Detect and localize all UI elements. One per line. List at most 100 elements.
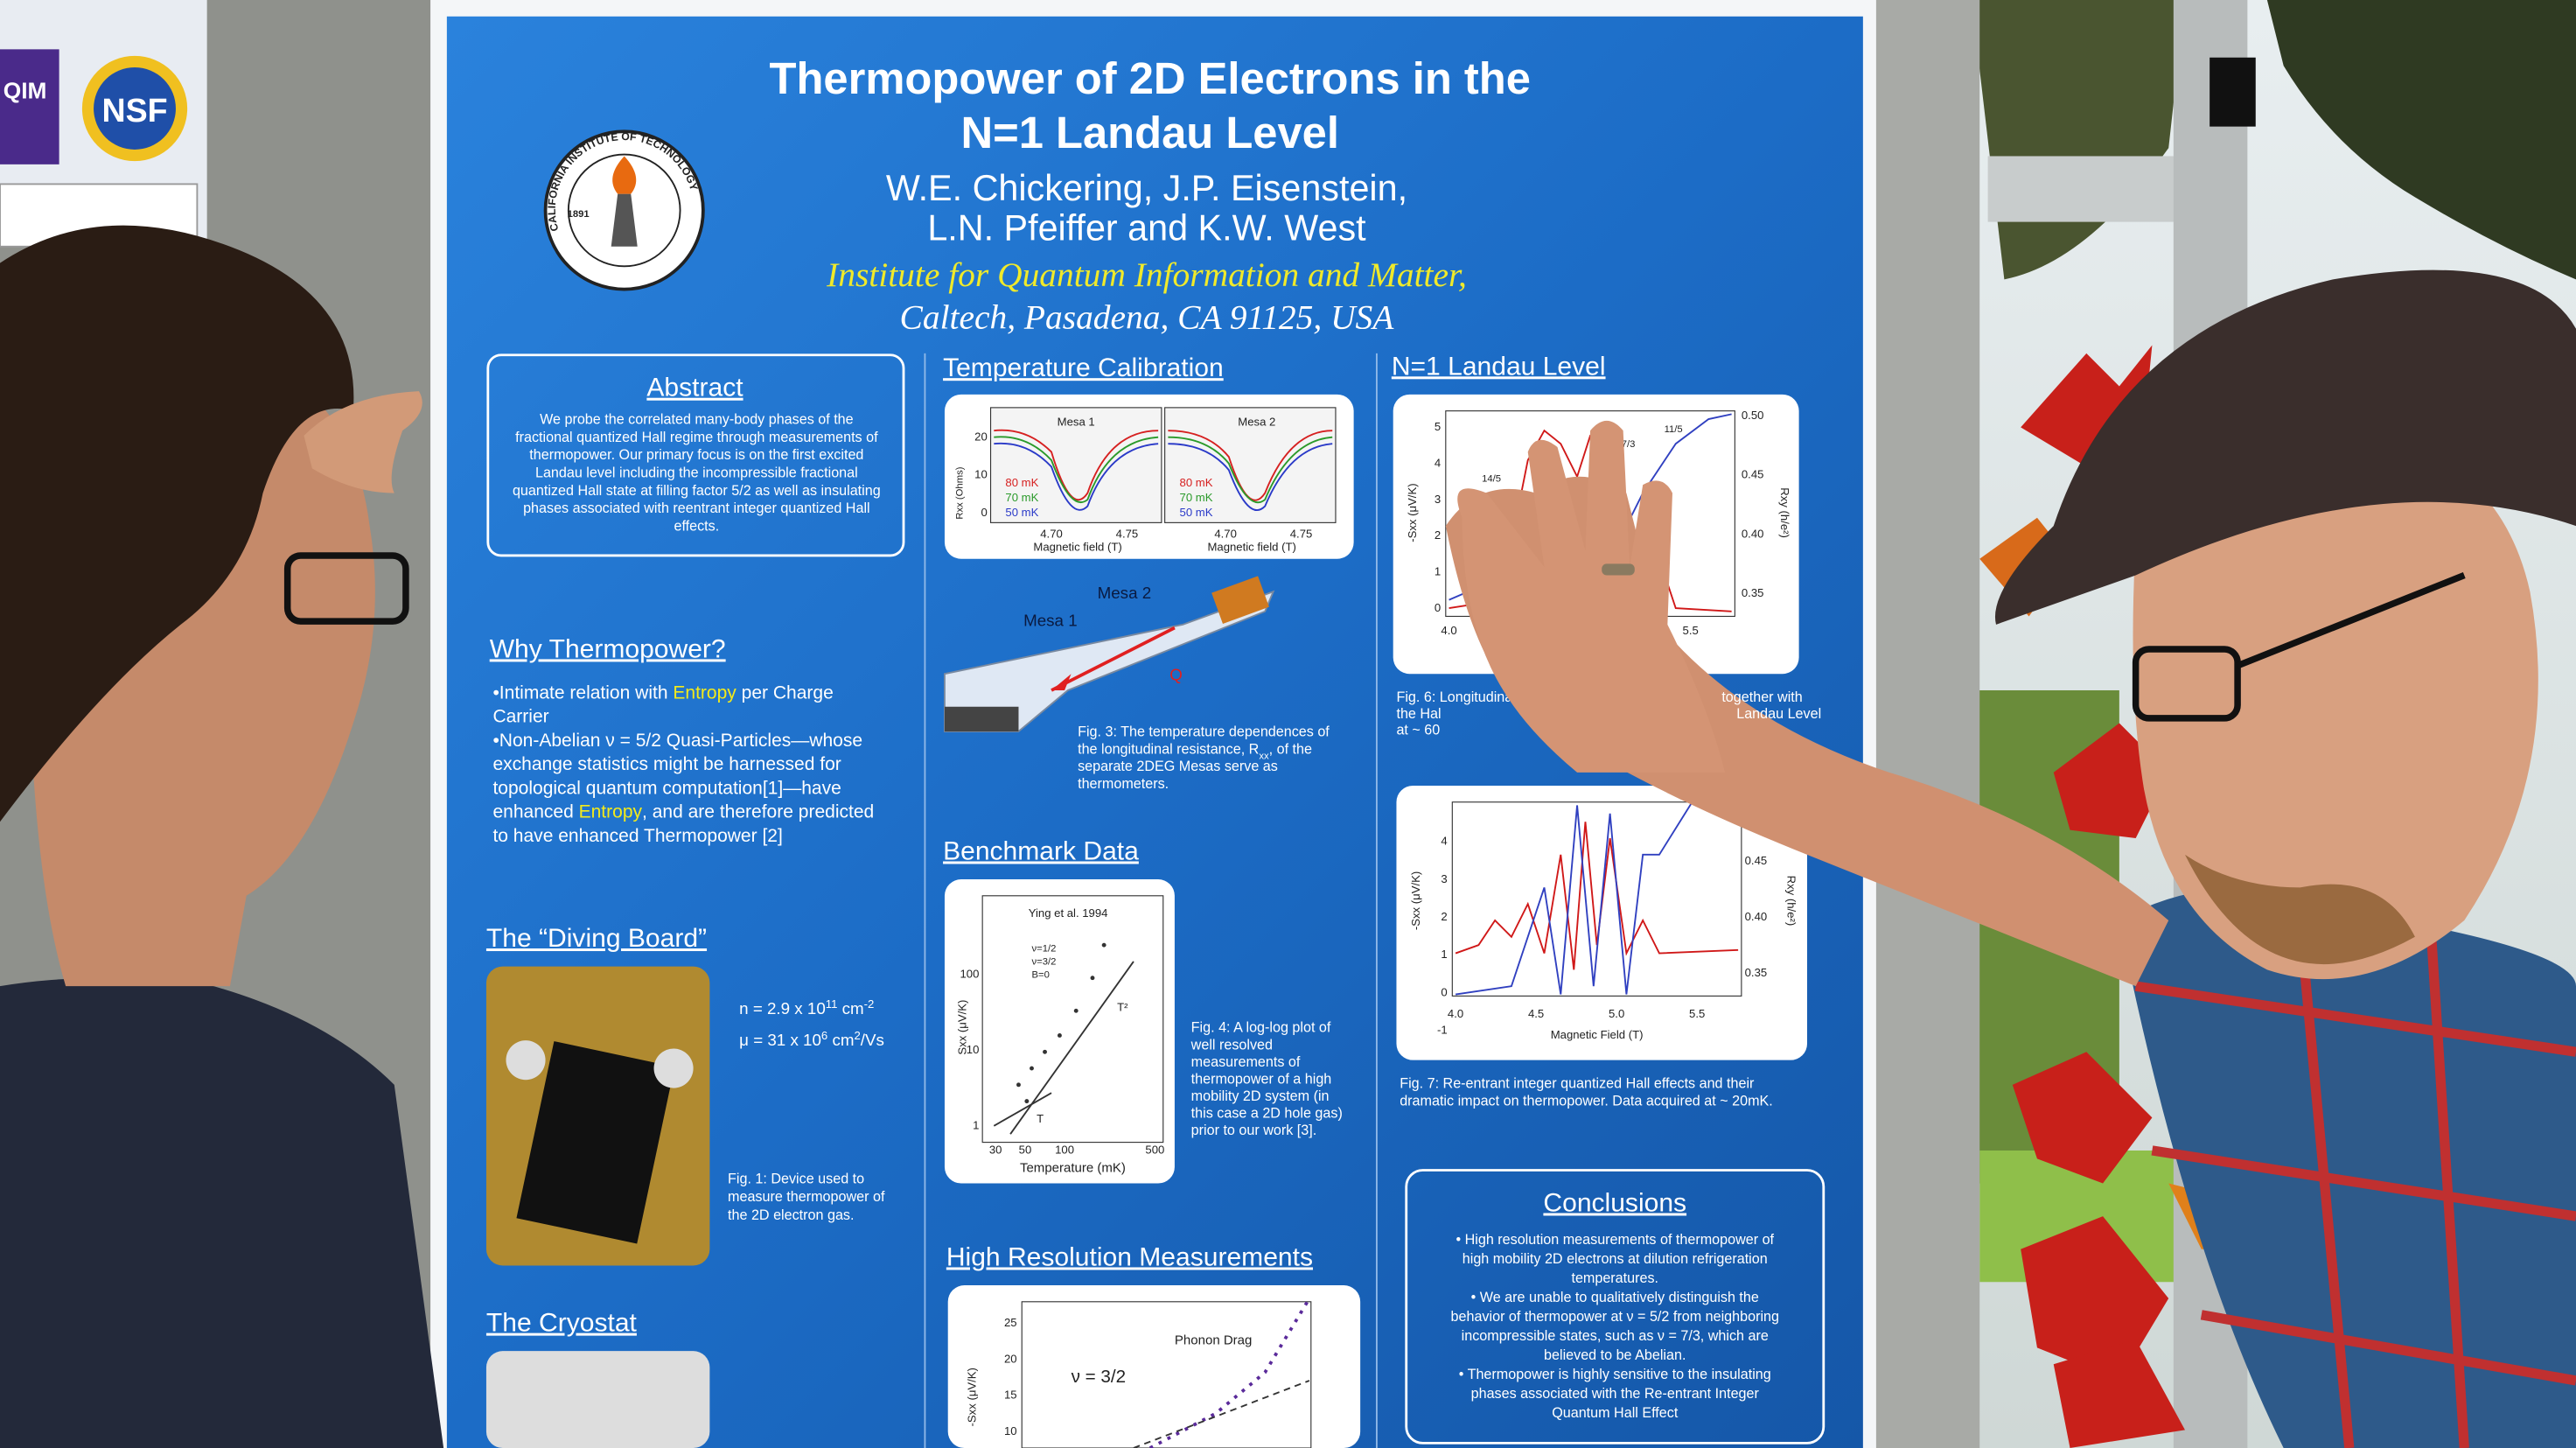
text: the 2D electron gas. — [728, 1207, 854, 1223]
plot-area — [989, 407, 1162, 523]
text: 1 — [973, 1119, 979, 1132]
text: 7/3 — [1622, 439, 1636, 450]
text: 3 — [1441, 872, 1447, 885]
person-shirt — [0, 977, 444, 1448]
text: Quantum Hall Effect — [1552, 1405, 1679, 1421]
point — [1030, 1066, 1034, 1071]
text-run: Carrier — [492, 707, 548, 727]
torch — [611, 193, 638, 247]
text-run: separate 2DEG Mesas serve as — [1078, 759, 1278, 774]
text-run: the longitudinal resistance, R — [1078, 741, 1259, 757]
heat-arrow — [1051, 626, 1176, 692]
fit-line — [1133, 1380, 1310, 1448]
text: 0.35 — [1745, 966, 1768, 979]
text: Rxx (Ohms) — [955, 466, 966, 519]
text: 2 — [1441, 910, 1447, 923]
text: -Sxx (μV/K) — [966, 1368, 979, 1426]
leaf — [2021, 1216, 2169, 1381]
heater — [1211, 576, 1269, 624]
text: W.E. Chickering, J.P. Eisenstein, — [886, 168, 1407, 208]
point — [1073, 1008, 1079, 1013]
text: 0.35 — [1742, 586, 1764, 599]
device-post — [506, 1040, 546, 1081]
text: topological quantum computation[1]—have — [492, 778, 841, 798]
text: 0 — [1435, 601, 1441, 614]
frame-bar — [1987, 156, 2185, 222]
text: 2 — [1435, 528, 1441, 542]
text: 0.40 — [1742, 527, 1764, 540]
text-run: exchange statistics might be harnessed f… — [492, 754, 841, 774]
plot-area — [1164, 407, 1337, 523]
cap — [1994, 269, 2576, 625]
text-run: μ = 31 x 10 — [739, 1031, 821, 1049]
text: 4.0 — [1448, 1007, 1463, 1020]
curve — [994, 429, 1159, 501]
plot-area — [981, 895, 1164, 1144]
text: Rxy (h/e²) — [1778, 487, 1791, 538]
curve — [994, 442, 1159, 511]
text: temperatures. — [1571, 1270, 1658, 1286]
curve — [1168, 430, 1333, 501]
text: exchange statistics might be harnessed f… — [492, 754, 841, 774]
text: Conclusions — [1543, 1188, 1686, 1217]
text: 1891 — [568, 209, 590, 220]
text: the Hal — [1396, 706, 1441, 722]
figure-benchmark — [944, 879, 1175, 1184]
text: 1 — [1441, 948, 1447, 961]
nsf-globe — [94, 67, 176, 150]
text: 4.70 — [1040, 527, 1063, 540]
text: N=1 Landau Level — [1392, 352, 1606, 381]
text: T² — [1117, 1000, 1128, 1013]
text: •Non-Abelian ν = 5/2 Quasi-Particles—who… — [492, 731, 862, 751]
text: 100 — [960, 968, 979, 981]
text: Mesa 1 — [1058, 416, 1095, 429]
text: 5 — [1435, 420, 1441, 433]
point — [1024, 1099, 1030, 1104]
text: ν = 3/2 — [1072, 1367, 1127, 1387]
text: 0.45 — [1742, 468, 1764, 481]
text-run: xx — [1259, 751, 1269, 761]
figure-high-res — [947, 1285, 1361, 1448]
plot-area — [1021, 1301, 1312, 1448]
text-run: topological quantum computation[1]—have — [492, 778, 841, 798]
text: Temperature Calibration — [943, 353, 1224, 382]
text: Phonon Drag — [1175, 1333, 1252, 1348]
text: High Resolution Measurements — [946, 1242, 1313, 1271]
text: quantized Hall state at filling factor 5… — [513, 483, 881, 499]
text: We probe the correlated many-body phases… — [540, 412, 854, 428]
text: 5.5 — [1683, 624, 1699, 637]
text: fractional quantized Hall regime through… — [515, 430, 878, 445]
text: dramatic impact on thermopower. Data acq… — [1400, 1093, 1773, 1109]
text: Abstract — [646, 374, 743, 402]
text-run: /Vs — [861, 1031, 884, 1049]
text-run: cm — [837, 999, 863, 1018]
text: Fig. 1: Device used to — [728, 1172, 864, 1187]
text: 4.70 — [1214, 527, 1237, 540]
text: 30 — [989, 1144, 1002, 1157]
text: μ = 31 x 106 cm2/Vs — [739, 1028, 884, 1049]
curve — [994, 436, 1159, 503]
text: Magnetic field (T) — [1207, 540, 1295, 553]
text-run: •Non-Abelian ν = 5/2 Quasi-Particles—who… — [492, 731, 862, 751]
leaf — [2012, 1052, 2153, 1184]
text: • Thermopower is highly sensitive to the… — [1459, 1367, 1771, 1382]
text-run: per Charge — [736, 682, 834, 703]
text: the longitudinal resistance, Rxx, of the — [1078, 741, 1312, 761]
text: 0 — [981, 506, 987, 519]
text: prior to our work [3]. — [1191, 1123, 1317, 1138]
plaid-shirt — [2119, 887, 2576, 1448]
text: Fig. 3: The temperature dependences of — [1078, 724, 1330, 740]
text: high mobility 2D electrons at dilution r… — [1463, 1251, 1768, 1267]
cryostat-photo — [485, 1351, 710, 1448]
seal-ring — [567, 153, 681, 268]
text: 11/5 — [1665, 424, 1683, 435]
plot-area — [1451, 801, 1742, 997]
text: 15 — [1004, 1389, 1017, 1402]
raised-hand — [1457, 420, 1726, 773]
text: ν=1/2 — [1032, 944, 1057, 955]
text: mobility 2D system (in — [1191, 1088, 1330, 1104]
text: 70 mK — [1005, 491, 1038, 504]
text: 4.75 — [1290, 527, 1313, 540]
text: Institute for Quantum Information and Ma… — [826, 255, 1467, 294]
text: 14/5 — [1482, 473, 1501, 484]
